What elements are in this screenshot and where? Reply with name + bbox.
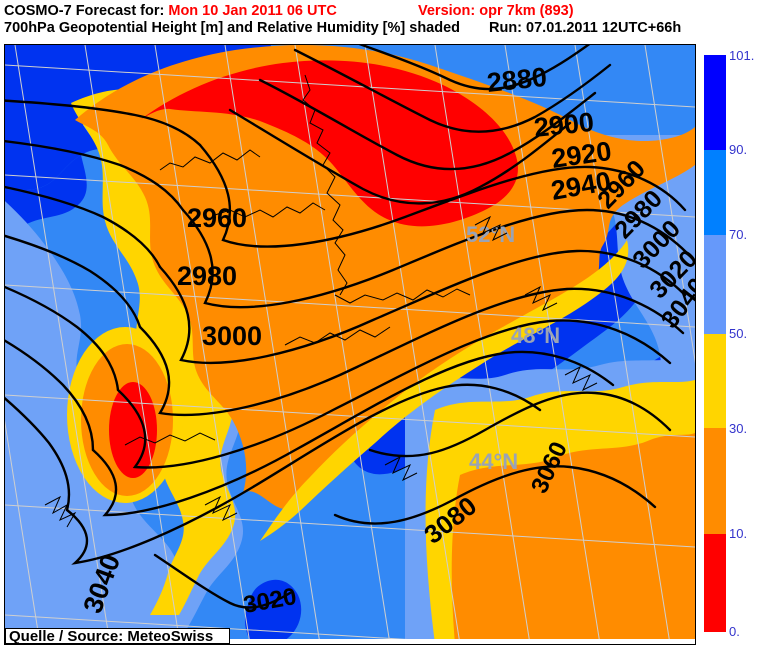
svg-text:52°N: 52°N	[466, 222, 515, 247]
svg-text:2960: 2960	[187, 203, 247, 233]
svg-text:3000: 3000	[202, 321, 262, 351]
svg-text:2980: 2980	[177, 261, 237, 291]
svg-text:44°N: 44°N	[469, 449, 518, 474]
svg-text:48°N: 48°N	[511, 323, 560, 348]
svg-text:2880: 2880	[485, 62, 548, 98]
svg-text:2900: 2900	[532, 107, 595, 143]
